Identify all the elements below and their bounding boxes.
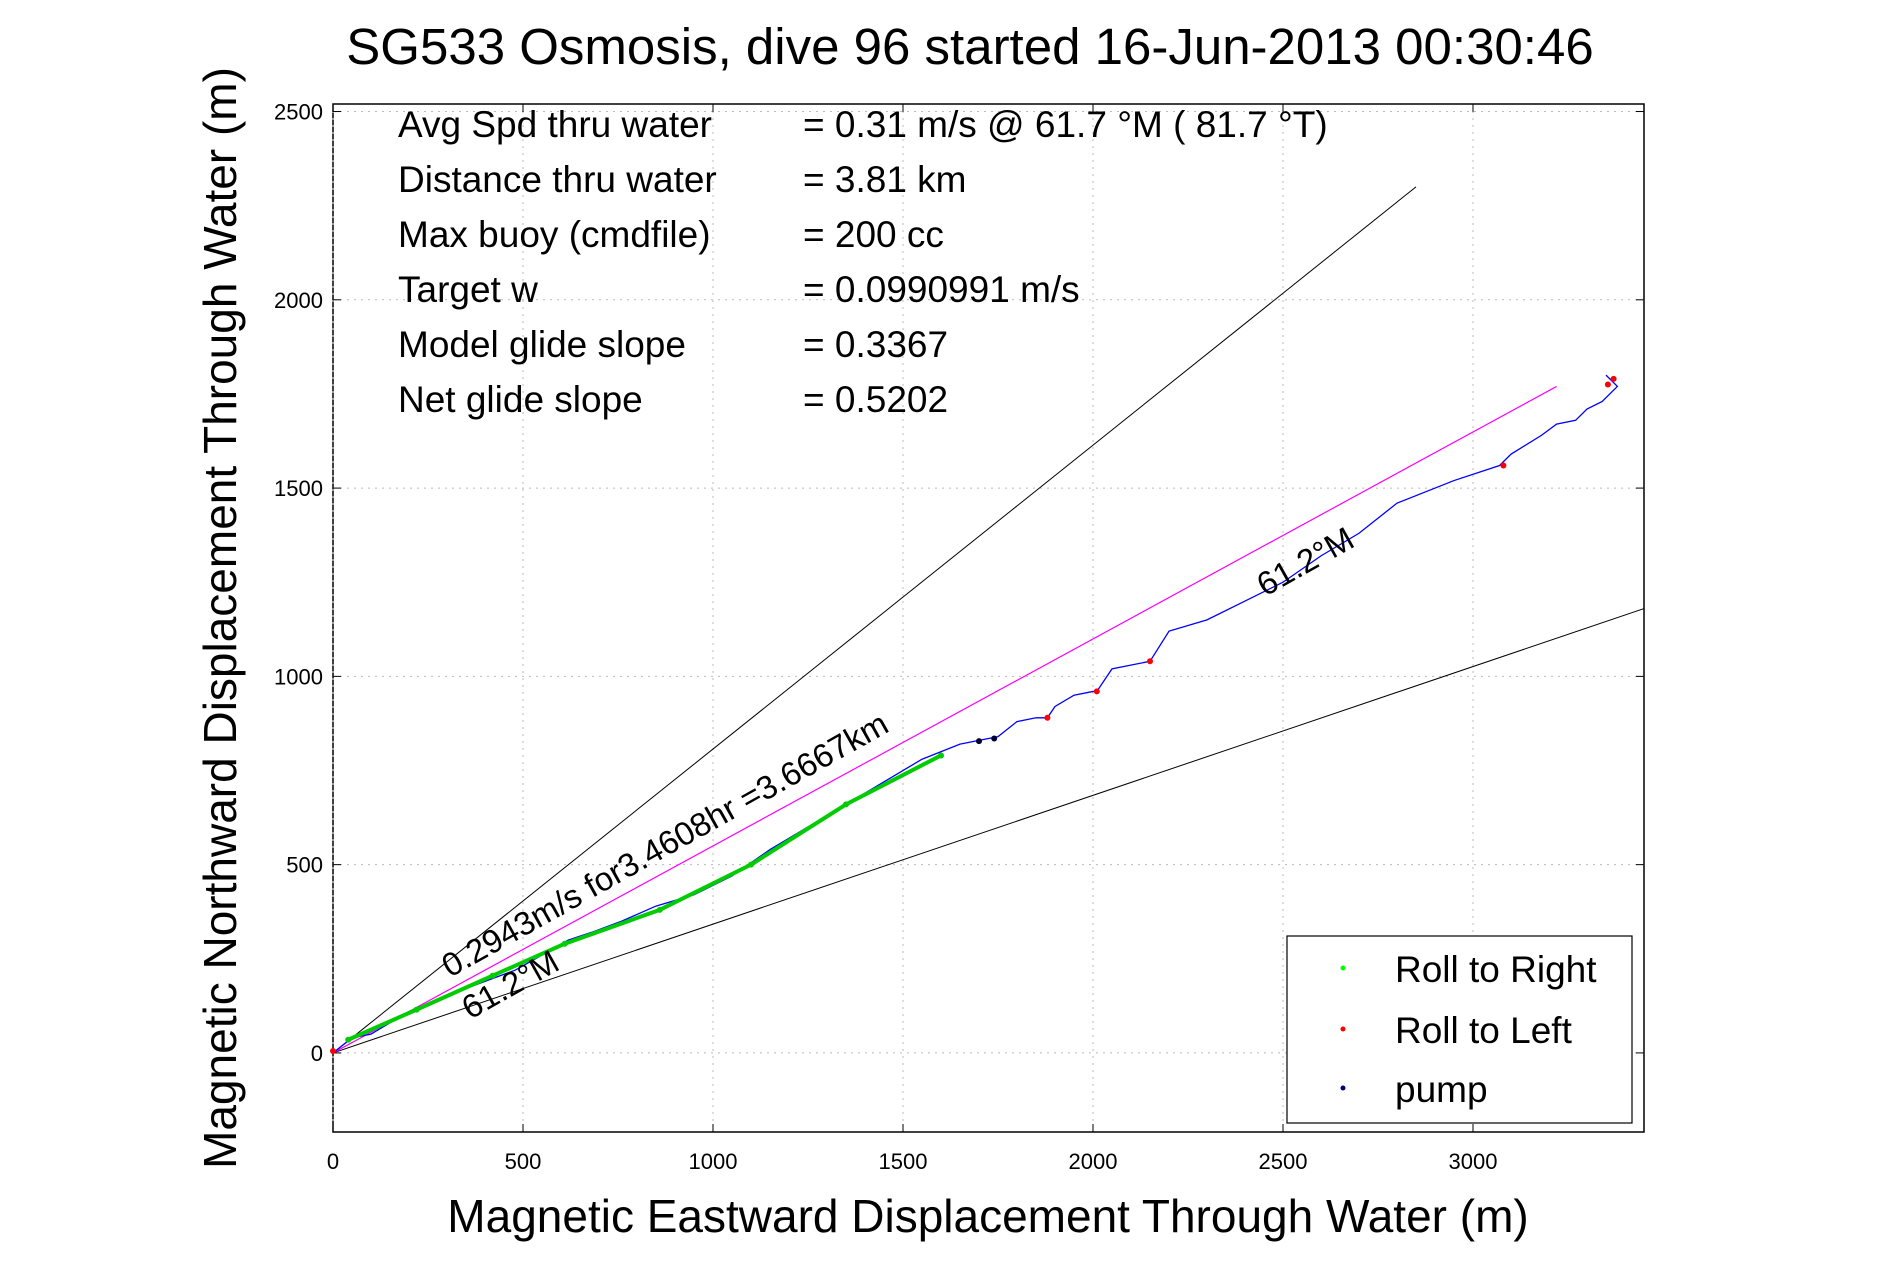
legend-label-roll-right: Roll to Right [1395, 949, 1597, 990]
x-tick-label: 1500 [879, 1149, 928, 1174]
point-roll-to-left [1147, 658, 1153, 665]
reference-line-heading-line [332, 385, 1557, 1054]
series-group [330, 374, 1619, 1055]
info-value-target-w: = 0.0990991 m/s [803, 269, 1080, 310]
info-value-net-glide: = 0.5202 [803, 379, 948, 420]
point-roll-to-left [1604, 381, 1611, 388]
x-axis-label: Magnetic Eastward Displacement Through W… [447, 1190, 1528, 1242]
info-label-distance: Distance thru water [398, 159, 717, 200]
x-tick-label: 0 [327, 1149, 339, 1174]
point-roll-to-right [843, 801, 849, 808]
info-label-net-glide: Net glide slope [398, 379, 643, 420]
point-roll-to-right [561, 940, 568, 947]
point-roll-to-right [656, 906, 663, 913]
reference-line-upper-envelope [332, 186, 1417, 1054]
info-label-model-glide: Model glide slope [398, 324, 686, 365]
heading-annotation-upper: 61.2°M [1250, 519, 1360, 603]
info-value-max-buoy: = 200 cc [803, 214, 944, 255]
roll-right-path [347, 753, 942, 1042]
point-roll-to-right [938, 752, 944, 759]
y-tick-label: 1500 [274, 476, 323, 501]
point-roll-to-right [489, 972, 496, 979]
point-roll-to-right [345, 1036, 352, 1043]
axis-ticks: 0 500 1000 1500 2000 2500 3000 0 500 1000 1500 2000… [274, 100, 1644, 1174]
info-label-max-buoy: Max buoy (cmdfile) [398, 214, 711, 255]
info-label-avg-speed: Avg Spd thru water [398, 104, 712, 145]
point-roll-to-left [1610, 375, 1617, 382]
point-roll-to-right [748, 861, 754, 868]
y-tick-label: 500 [286, 853, 323, 878]
legend-marker-roll-right [1340, 965, 1346, 971]
x-tick-label: 2000 [1069, 1149, 1118, 1174]
info-label-target-w: Target w [398, 269, 538, 310]
reference-lines [332, 186, 1645, 1054]
point-roll-to-right [413, 1006, 420, 1013]
point-roll-to-left [1044, 714, 1051, 721]
info-value-avg-speed: = 0.31 m/s @ 61.7 °M ( 81.7 °T) [803, 104, 1328, 145]
x-tick-label: 3000 [1449, 1149, 1498, 1174]
legend-label-roll-left: Roll to Left [1395, 1010, 1573, 1051]
legend-marker-pump [1340, 1085, 1346, 1091]
plot-area [332, 103, 1645, 1133]
info-value-model-glide: = 0.3367 [803, 324, 948, 365]
chart-title: SG533 Osmosis, dive 96 started 16-Jun-20… [346, 18, 1593, 75]
speed-annotation: 0.2943m/s for3.4608hr =3.6667km [435, 704, 894, 984]
point-pump [976, 738, 982, 745]
x-tick-label: 500 [505, 1149, 542, 1174]
track-line [332, 374, 1619, 1054]
x-tick-label: 2500 [1259, 1149, 1308, 1174]
x-tick-label: 1000 [689, 1149, 738, 1174]
point-roll-to-left [330, 1048, 336, 1055]
y-tick-label: 0 [311, 1041, 323, 1066]
point-roll-to-left [1093, 688, 1100, 695]
info-block: Avg Spd thru water = 0.31 m/s @ 61.7 °M … [398, 104, 1328, 420]
point-pump [991, 735, 998, 742]
legend-marker-roll-left [1340, 1026, 1346, 1032]
legend: Roll to Right Roll to Left pump [1286, 935, 1633, 1124]
y-tick-label: 2500 [274, 100, 323, 125]
legend-label-pump: pump [1395, 1069, 1488, 1110]
y-tick-label: 1000 [274, 664, 323, 689]
y-tick-label: 2000 [274, 288, 323, 313]
y-axis-label: Magnetic Northward Displacement Through … [194, 67, 246, 1169]
reference-line-lower-envelope [332, 608, 1645, 1054]
point-roll-to-left [1500, 462, 1507, 469]
info-value-distance: = 3.81 km [803, 159, 967, 200]
